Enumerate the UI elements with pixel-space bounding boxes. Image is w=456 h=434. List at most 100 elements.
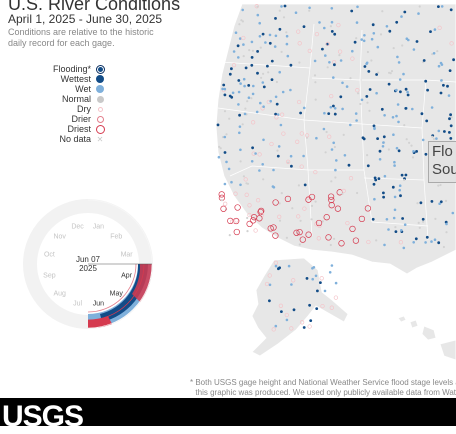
gage-marker	[272, 232, 279, 239]
gage-marker	[241, 35, 246, 41]
gage-marker	[396, 103, 400, 106]
gage-marker	[237, 79, 241, 82]
gage-marker	[401, 44, 404, 47]
gage-marker	[319, 281, 322, 284]
gage-marker	[341, 192, 344, 195]
gage-marker	[330, 7, 334, 10]
gage-marker	[302, 106, 306, 110]
gage-marker	[432, 52, 436, 55]
seasonal-timeline-dial[interactable]: Jan Feb Mar Apr May Jun Jul Aug Sep Oct Nov Dec Jun…	[20, 196, 156, 332]
legend-item-driest: Driest	[20, 124, 106, 134]
gage-marker	[372, 124, 376, 128]
gage-marker	[421, 217, 425, 221]
gage-marker	[223, 93, 227, 97]
gage-marker	[251, 92, 255, 96]
gage-marker	[257, 208, 264, 216]
gage-marker	[330, 20, 334, 24]
gage-marker	[276, 113, 280, 116]
gage-marker	[276, 149, 279, 152]
gage-marker	[382, 195, 385, 199]
gage-marker	[391, 185, 395, 189]
gage-marker	[289, 154, 293, 158]
gage-marker	[302, 25, 306, 28]
gage-marker	[349, 77, 352, 80]
gage-marker	[333, 32, 337, 36]
gage-marker	[412, 150, 415, 153]
gage-marker	[418, 5, 421, 8]
gage-marker	[250, 120, 256, 125]
gage-marker	[352, 237, 360, 244]
us-map[interactable]	[212, 0, 456, 380]
gage-marker	[417, 12, 420, 15]
gage-marker	[329, 305, 334, 310]
gage-marker	[381, 145, 385, 148]
usgs-logo[interactable]: USGS	[2, 400, 84, 433]
gage-marker	[377, 177, 381, 181]
gage-marker	[305, 231, 312, 238]
gage-marker	[250, 63, 254, 67]
gage-marker	[371, 217, 375, 221]
gage-marker	[256, 50, 259, 53]
gage-marker	[278, 266, 281, 270]
gage-marker	[268, 41, 272, 45]
gage-marker	[334, 168, 337, 172]
gage-marker	[448, 117, 451, 121]
gage-marker	[333, 112, 337, 116]
gage-marker	[289, 88, 292, 92]
gage-marker	[356, 5, 359, 9]
gage-marker	[227, 217, 234, 225]
gage-marker	[299, 219, 302, 222]
gage-marker	[378, 149, 382, 153]
gage-marker	[404, 87, 408, 91]
gage-marker	[239, 82, 242, 85]
gage-marker	[327, 112, 331, 115]
gage-marker	[308, 6, 311, 10]
gage-marker	[415, 40, 419, 43]
gage-marker	[299, 236, 306, 243]
gage-marker	[385, 218, 389, 221]
gage-marker	[279, 123, 283, 127]
gage-marker	[228, 234, 231, 237]
gage-marker	[330, 264, 334, 267]
legend-item-normal: Normal	[20, 94, 106, 104]
gage-marker	[219, 147, 222, 150]
gage-marker	[343, 154, 347, 157]
gage-marker	[371, 23, 375, 27]
gage-marker	[333, 107, 337, 110]
gage-marker	[431, 53, 434, 56]
gage-marker	[395, 88, 398, 92]
date-range: April 1, 2025 - June 30, 2025	[8, 12, 163, 26]
gage-marker	[425, 235, 429, 239]
gage-marker	[267, 71, 270, 74]
legend-label: Drier	[71, 114, 92, 124]
gage-marker	[264, 281, 270, 287]
gage-marker	[296, 29, 301, 34]
gage-marker	[275, 80, 278, 84]
gage-marker	[322, 127, 326, 131]
gage-marker	[313, 59, 317, 63]
gage-marker	[287, 161, 290, 164]
gage-marker	[325, 130, 328, 134]
gage-marker	[267, 225, 274, 232]
gage-marker	[223, 110, 227, 113]
gage-marker	[422, 220, 425, 223]
gage-marker	[268, 299, 271, 303]
gage-marker	[280, 310, 283, 313]
gage-marker	[368, 109, 371, 112]
gage-marker	[445, 222, 448, 226]
gage-marker	[299, 320, 305, 325]
gage-marker	[241, 20, 244, 23]
gage-marker	[289, 63, 293, 67]
gage-marker	[299, 131, 304, 136]
gage-marker	[397, 120, 400, 124]
gage-marker	[223, 201, 228, 206]
gage-marker	[271, 185, 275, 188]
gage-marker	[419, 201, 423, 205]
gage-marker	[360, 38, 363, 41]
month-label-aug: Aug	[53, 290, 66, 297]
gage-marker	[355, 88, 360, 93]
gage-marker	[319, 276, 324, 281]
gage-marker	[326, 66, 329, 69]
gage-marker	[368, 88, 372, 91]
gage-marker	[302, 326, 306, 329]
